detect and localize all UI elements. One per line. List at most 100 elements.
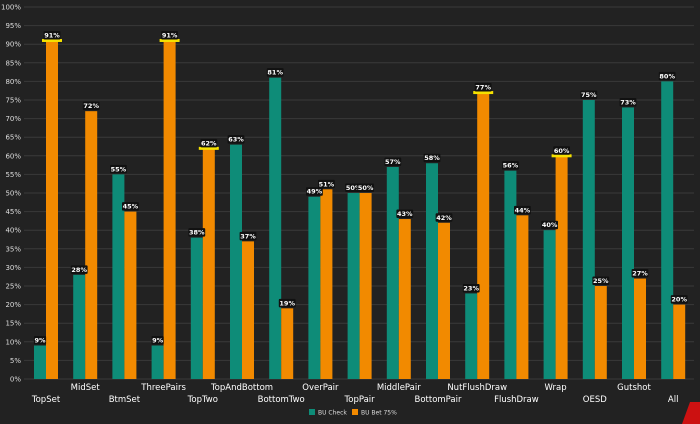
data-label: 50% — [357, 183, 374, 192]
data-label-bg — [227, 135, 245, 144]
data-label-text: 80% — [659, 72, 675, 80]
legend-swatch-bet — [352, 409, 358, 415]
y-tick-label: 30% — [5, 264, 21, 272]
bar-bet — [516, 215, 529, 379]
y-tick-label: 40% — [5, 227, 21, 235]
bar-bet — [477, 92, 490, 379]
data-label-text: 25% — [593, 277, 609, 285]
x-category-label: All — [668, 395, 679, 405]
data-label-bg — [541, 220, 558, 230]
data-label: 38% — [188, 228, 206, 237]
legend-label-check: BU Check — [318, 410, 347, 417]
bar-check — [308, 196, 321, 379]
data-label: 91% — [161, 30, 178, 40]
bar-check — [582, 100, 595, 379]
y-tick-label: 75% — [5, 97, 21, 105]
legend: BU Check BU Bet 75% — [309, 409, 397, 417]
y-tick-label: 60% — [5, 152, 21, 160]
data-label-text: 51% — [319, 180, 335, 188]
data-label-bg — [188, 228, 206, 237]
bar-check — [230, 144, 242, 379]
data-label-bg — [462, 283, 480, 293]
x-category-label: NutFlushDraw — [447, 383, 507, 393]
bar-bet — [438, 222, 450, 379]
data-label-bg — [670, 295, 688, 304]
x-category-label: BottomPair — [415, 395, 462, 405]
data-label: 51% — [318, 179, 335, 189]
y-tick-label: 85% — [5, 59, 21, 67]
bar-bet — [320, 189, 333, 379]
x-category-label: TopPair — [344, 395, 376, 405]
x-category-label: TopTwo — [187, 395, 218, 405]
bar-check — [465, 293, 478, 379]
bar-check — [73, 274, 86, 379]
data-label-text: 77% — [475, 84, 491, 92]
data-label-text: 45% — [123, 203, 139, 211]
data-label-bg — [151, 336, 164, 345]
data-label-bg — [33, 336, 47, 345]
data-label: 81% — [266, 68, 284, 77]
data-label: 42% — [435, 213, 453, 222]
bar-bet — [594, 286, 607, 379]
bar-check — [151, 345, 164, 379]
data-label: 56% — [502, 161, 519, 170]
highlight-marker — [551, 154, 572, 158]
y-tick-label: 35% — [5, 245, 21, 253]
bar-bet — [242, 241, 254, 379]
bar-check — [504, 170, 517, 379]
data-label-bg — [278, 298, 296, 308]
data-label: 40% — [541, 220, 558, 230]
x-category-label: OESD — [583, 395, 607, 405]
bar-check — [112, 174, 125, 379]
bar-bet — [359, 193, 372, 379]
data-label-text: 19% — [279, 299, 295, 307]
data-label-text: 44% — [515, 206, 531, 214]
data-label-text: 28% — [71, 266, 87, 274]
data-label-text: 49% — [307, 188, 323, 196]
y-tick-label: 20% — [5, 301, 21, 309]
y-tick-label: 100% — [1, 4, 21, 12]
y-tick-label: 50% — [5, 190, 21, 198]
data-label-text: 63% — [228, 136, 244, 144]
data-label-text: 50% — [346, 184, 362, 192]
data-label-text: 91% — [44, 31, 60, 39]
data-label-bg — [396, 209, 414, 219]
bar-check — [543, 230, 556, 379]
corner-logo — [682, 402, 700, 424]
y-tick-label: 45% — [5, 208, 21, 216]
bar-bet — [398, 219, 411, 379]
y-tick-label: 95% — [5, 22, 21, 30]
bar-check — [386, 166, 399, 379]
data-label-text: 57% — [385, 158, 401, 166]
y-tick-label: 65% — [5, 134, 21, 142]
data-label: 58% — [423, 153, 441, 163]
data-label-bg — [384, 157, 402, 166]
bar-bet — [202, 148, 215, 379]
data-label-bg — [306, 187, 323, 196]
data-label-text: 38% — [189, 229, 205, 237]
highlight-markers — [42, 38, 572, 158]
x-category-label: MiddlePair — [377, 383, 421, 393]
data-label: 60% — [553, 146, 570, 155]
data-labels: 9% 91% 28% 72% 55% 45% 9% 91% 38% 62% 63% 37% 81% 19%… — [33, 30, 688, 345]
y-tick-label: 90% — [5, 41, 21, 49]
data-label-text: 73% — [620, 98, 636, 106]
x-category-label: BottomTwo — [258, 395, 305, 405]
data-label-text: 56% — [503, 162, 519, 170]
data-label-bg — [357, 183, 374, 192]
data-label-bg — [514, 205, 531, 215]
bar-bet — [555, 155, 568, 379]
data-label-bg — [619, 97, 637, 107]
y-axis-ticks: 0% 5% 10% 15% 20% 25% 30% 35% 40% 45% 50% 55% 60% 65%… — [1, 4, 21, 384]
data-label-bg — [658, 71, 676, 81]
data-label-bg — [200, 138, 218, 148]
bar-check — [269, 77, 282, 380]
bar-bet — [124, 211, 137, 379]
legend-label-bet: BU Bet 75% — [361, 410, 397, 417]
data-label-text: 50% — [358, 184, 374, 192]
y-tick-label: 10% — [5, 338, 21, 346]
data-label-text: 91% — [162, 31, 178, 39]
data-label-bg — [502, 161, 519, 170]
data-label-bg — [435, 213, 453, 222]
